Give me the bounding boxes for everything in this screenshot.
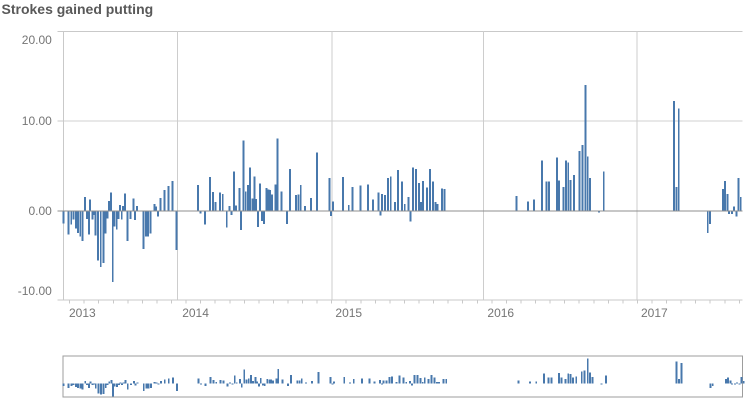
svg-text:2013: 2013 (69, 306, 96, 320)
svg-text:0.00: 0.00 (28, 204, 52, 218)
svg-text:2014: 2014 (182, 306, 209, 320)
svg-text:2017: 2017 (641, 306, 668, 320)
svg-text:10.00: 10.00 (22, 114, 52, 128)
svg-text:-10.00: -10.00 (18, 284, 52, 298)
svg-text:2016: 2016 (487, 306, 514, 320)
svg-text:20.00: 20.00 (22, 33, 52, 47)
svg-text:2015: 2015 (335, 306, 362, 320)
